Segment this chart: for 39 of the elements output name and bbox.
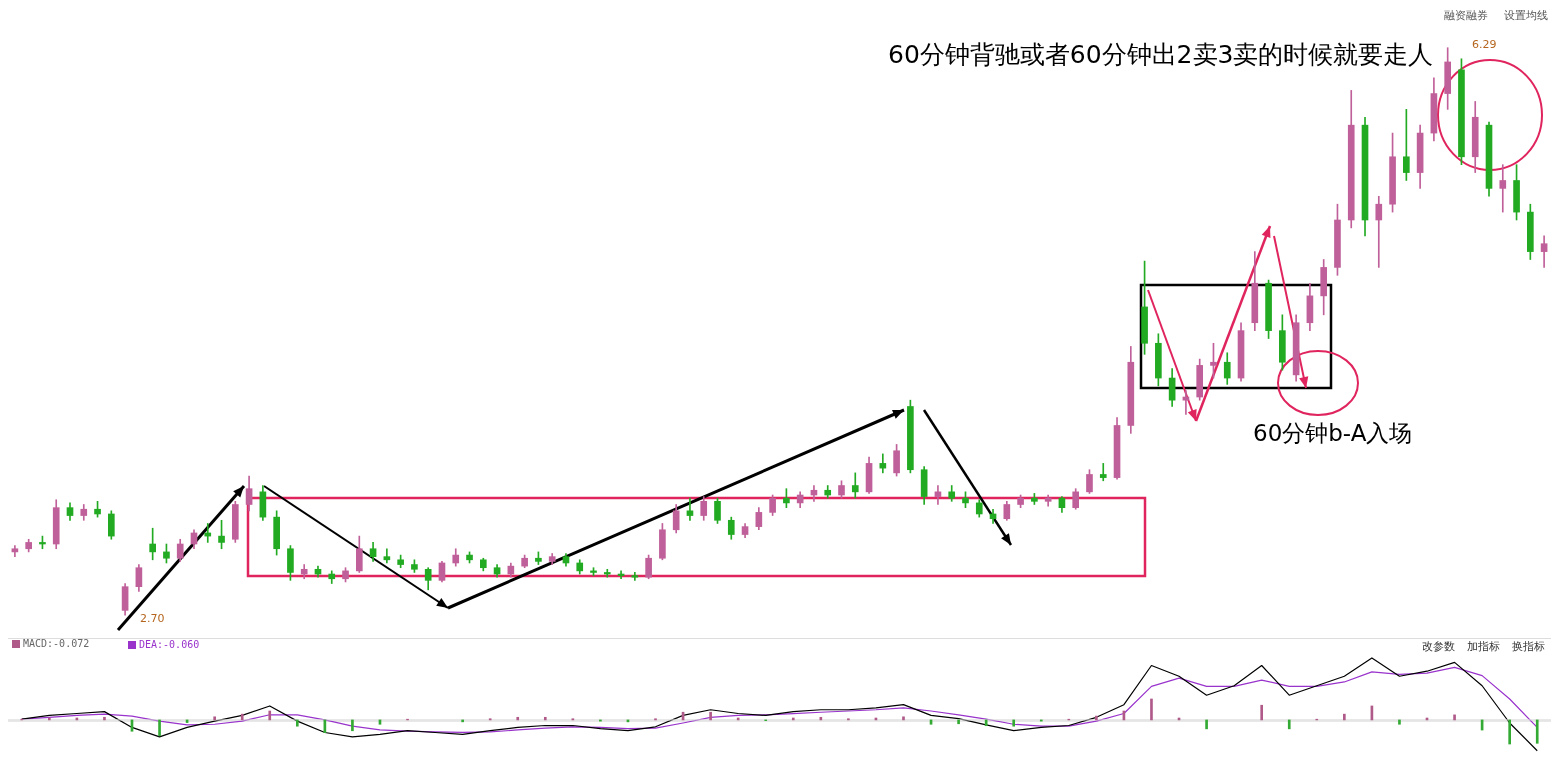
legend-label: DEA:-0.060: [139, 639, 200, 650]
bar: [516, 716, 520, 721]
bar: [240, 713, 244, 721]
bar: [902, 716, 905, 721]
bar: [543, 716, 547, 721]
text: 加指标: [1467, 639, 1500, 654]
bar: [1508, 719, 1511, 745]
bar: [1260, 704, 1264, 721]
candlestick: [603, 568, 611, 578]
bar: [1205, 719, 1208, 730]
text: 设置均线: [1504, 8, 1548, 23]
annotation: 60分钟背驰或者60分钟出2卖3卖的时候就要走人: [888, 39, 1434, 71]
text: 换指标: [1512, 639, 1545, 654]
bar: [957, 719, 960, 725]
bar: [1343, 713, 1346, 721]
candlestick: [1099, 463, 1107, 482]
bar: [1095, 715, 1098, 721]
bar: [295, 719, 299, 727]
bar: [1150, 698, 1153, 721]
bar: [1012, 719, 1016, 727]
bar: [268, 710, 272, 721]
bar: [1398, 719, 1401, 725]
bar: [709, 711, 712, 721]
text: 融资融券: [1444, 8, 1488, 23]
bar: [213, 716, 216, 721]
bar: [103, 716, 106, 721]
bar: [351, 719, 354, 732]
bar: [158, 719, 161, 737]
annotation: 6.29: [1472, 38, 1497, 51]
bar: [1287, 719, 1291, 730]
candlestick: [1499, 164, 1507, 213]
legend-label: MACD:-0.072: [23, 638, 90, 649]
text: 改参数: [1422, 639, 1455, 654]
bar: [1453, 714, 1456, 721]
annotation: 2.70: [140, 612, 165, 625]
bar: [1535, 719, 1539, 744]
annotation: 60分钟b-A入场: [1253, 419, 1413, 448]
candlestick: [1375, 195, 1383, 268]
candlestick: [1182, 390, 1190, 415]
